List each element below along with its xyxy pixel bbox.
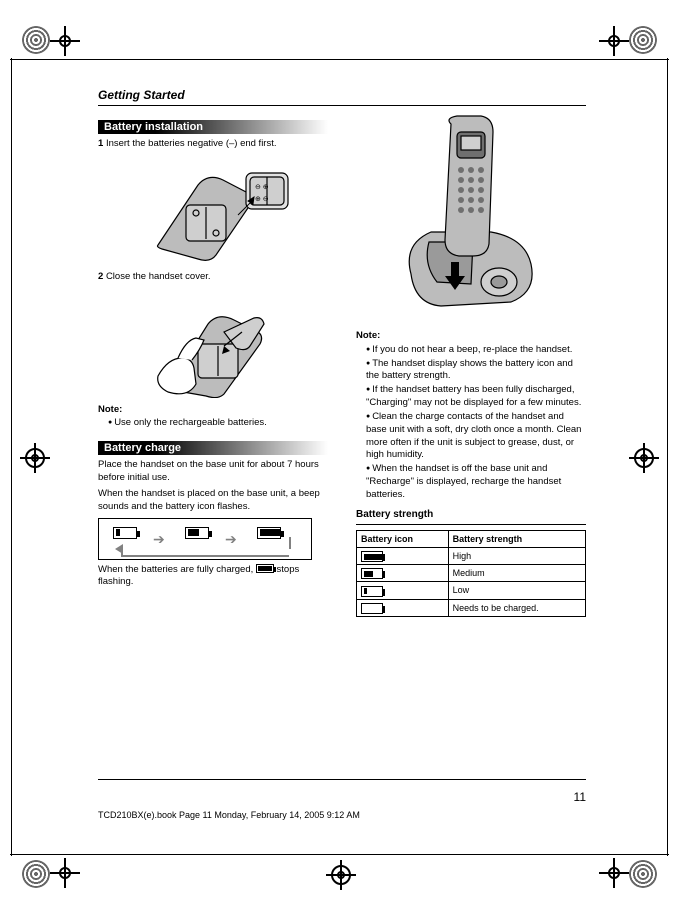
handset-on-base-illustration [381,114,561,324]
battery-label-cell: High [448,548,585,565]
battery-icon-cell [357,548,449,565]
note-item: If the handset battery has been fully di… [366,384,586,410]
table-header: Battery strength [448,531,585,548]
battery-icon-cell [357,599,449,616]
note-item: The handset display shows the battery ic… [366,358,586,384]
breadcrumb: Getting Started [98,88,185,102]
svg-text:⊕ ⊖: ⊕ ⊖ [255,196,269,203]
battery-icon-cell [357,582,449,599]
table-row: Low [357,582,586,599]
battery-label-cell: Medium [448,565,585,582]
charge-cycle-diagram: ➔ ➔ [98,518,312,560]
battery-insert-illustration: ⊖ ⊕ ⊕ ⊖ [128,155,298,265]
battery-strength-heading: Battery strength [356,508,586,522]
step-number: 1 [98,138,103,149]
close-cover-illustration [138,288,288,398]
section-title: Battery charge [98,441,181,455]
battery-strength-table: Battery icon Battery strength High Mediu… [356,530,586,617]
battery-label-cell: Low [448,582,585,599]
section-battery-installation: Battery installation [98,120,328,134]
note-heading: Note: [98,404,328,417]
table-row: High [357,548,586,565]
note-item: When the handset is off the base unit an… [366,463,586,501]
battery-label-cell: Needs to be charged. [448,599,585,616]
svg-text:⊖ ⊕: ⊖ ⊕ [255,184,269,191]
footer-meta: TCD210BX(e).book Page 11 Monday, Februar… [98,810,360,820]
table-header: Battery icon [357,531,449,548]
step-number: 2 [98,271,103,282]
page-number: 11 [574,790,586,804]
step-text: Insert the batteries negative (–) end fi… [106,138,277,149]
charge-intro: Place the handset on the base unit for a… [98,459,328,485]
note-item: Use only the rechargeable batteries. [108,417,328,430]
note-item: If you do not hear a beep, re-place the … [366,344,586,357]
note-item: Clean the charge contacts of the handset… [366,411,586,462]
step-text: Close the handset cover. [106,271,211,282]
table-row: Medium [357,565,586,582]
battery-icon-cell [357,565,449,582]
table-row: Needs to be charged. [357,599,586,616]
charge-para2: When the handset is placed on the base u… [98,488,328,514]
section-battery-charge: Battery charge [98,441,328,455]
section-title: Battery installation [98,120,203,134]
charge-para3: When the batteries are fully charged, st… [98,564,328,590]
note-heading: Note: [356,330,586,343]
